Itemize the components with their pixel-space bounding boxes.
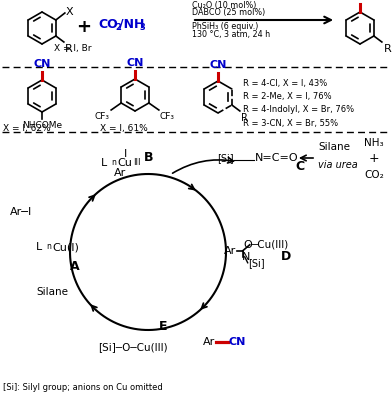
Text: Cu: Cu [117, 158, 132, 168]
Text: CF₃: CF₃ [160, 112, 175, 121]
Text: C: C [296, 160, 305, 174]
Text: [Si]: [Si] [218, 153, 234, 163]
Text: L: L [101, 158, 107, 168]
Text: A: A [70, 260, 80, 272]
Text: Cu(I): Cu(I) [52, 242, 79, 252]
Text: L: L [36, 242, 42, 252]
Text: E: E [159, 320, 167, 334]
Text: n: n [111, 158, 116, 167]
Text: O: O [244, 240, 252, 250]
Text: NHCOMe: NHCOMe [22, 121, 62, 130]
Text: DABCO (25 mol%): DABCO (25 mol%) [192, 8, 265, 17]
Text: PhSiH₃ (6 equiv.): PhSiH₃ (6 equiv.) [192, 22, 258, 31]
Text: CN: CN [209, 60, 227, 70]
Text: CN: CN [351, 0, 369, 1]
Text: CN: CN [229, 337, 247, 347]
Text: R: R [384, 44, 392, 54]
Text: [Si]─O─Cu(III): [Si]─O─Cu(III) [98, 342, 168, 352]
Text: CF₃: CF₃ [94, 112, 109, 121]
Text: Silane: Silane [318, 142, 350, 152]
Text: N: N [242, 252, 250, 262]
Text: X = I, 61%: X = I, 61% [100, 124, 148, 133]
Text: Ar: Ar [203, 337, 215, 347]
Text: 2: 2 [115, 24, 121, 32]
Text: X = I, Br: X = I, Br [54, 44, 91, 53]
Text: Cu₂O (10 mol%): Cu₂O (10 mol%) [192, 1, 256, 10]
Text: /NH: /NH [119, 18, 144, 30]
Text: 3: 3 [139, 24, 145, 32]
Text: n: n [46, 242, 51, 251]
Text: D: D [281, 250, 291, 263]
Text: B: B [144, 151, 154, 164]
Text: I: I [123, 149, 127, 159]
Text: +: + [369, 152, 379, 164]
Text: Ar: Ar [114, 168, 126, 178]
Text: 130 °C, 3 atm, 24 h: 130 °C, 3 atm, 24 h [192, 30, 270, 39]
Text: III: III [133, 158, 141, 167]
Text: Ar─I: Ar─I [10, 207, 32, 217]
Text: R: R [241, 113, 248, 123]
Text: X: X [66, 7, 73, 17]
Text: R = 4-Cl, X = I, 43%
R = 2-Me, X = I, 76%
R = 4-Indolyl, X = Br, 76%
R = 3-CN, X: R = 4-Cl, X = I, 43% R = 2-Me, X = I, 76… [243, 79, 354, 128]
Text: CN: CN [33, 59, 51, 69]
Text: N=C=O: N=C=O [255, 153, 299, 163]
Text: X = I, 62%: X = I, 62% [3, 124, 51, 133]
Text: R: R [65, 44, 73, 54]
Text: ─Cu(III): ─Cu(III) [251, 240, 288, 250]
Text: [Si]: [Si] [248, 258, 264, 268]
Text: Silane: Silane [36, 287, 68, 297]
Text: Ar: Ar [223, 246, 236, 256]
Text: NH₃: NH₃ [364, 138, 384, 148]
Text: CO: CO [98, 18, 118, 30]
Text: CN: CN [126, 58, 144, 68]
Text: +: + [76, 18, 91, 36]
Text: [Si]: Silyl group; anions on Cu omitted: [Si]: Silyl group; anions on Cu omitted [3, 383, 163, 392]
Text: via urea: via urea [318, 160, 358, 170]
Text: CO₂: CO₂ [364, 170, 384, 180]
